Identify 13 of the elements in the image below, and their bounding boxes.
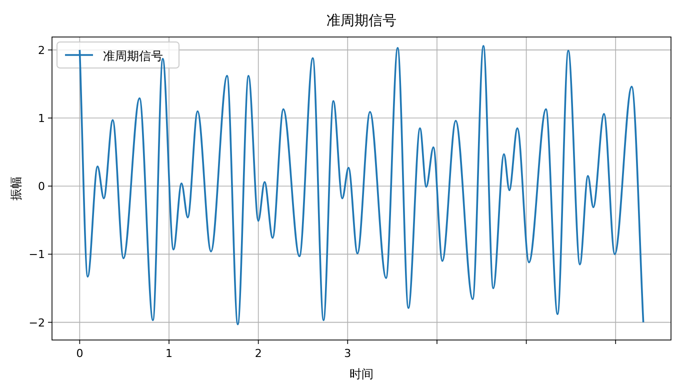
- y-tick-label: 1: [38, 112, 45, 126]
- legend-label: 准周期信号: [103, 49, 163, 63]
- y-tick-label: 2: [38, 44, 45, 57]
- x-tick-label: 1: [166, 347, 173, 360]
- x-tick-label: 3: [344, 347, 352, 360]
- chart-title: 准周期信号: [326, 13, 396, 29]
- y-tick-label: −2: [28, 316, 45, 330]
- x-tick-label: 2: [254, 347, 262, 360]
- y-axis-title: 振幅: [9, 176, 23, 200]
- y-tick-label: −1: [28, 248, 45, 262]
- y-tick-label: 0: [38, 180, 45, 194]
- x-tick-label: 0: [76, 347, 84, 360]
- x-axis-title: 时间: [350, 367, 374, 381]
